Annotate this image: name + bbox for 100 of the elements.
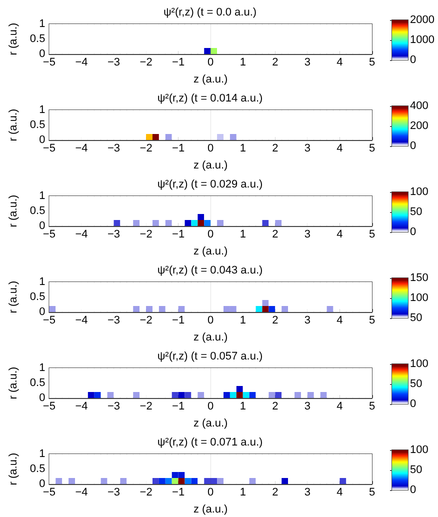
x-tick-label: −3: [107, 314, 120, 326]
x-tick-label: 2: [272, 142, 278, 154]
y-tick-label: 1: [39, 190, 46, 202]
x-tick-label: −1: [172, 142, 185, 154]
x-tick-label: −2: [140, 314, 152, 326]
x-tick-label: −2: [140, 142, 152, 154]
color-bar-label: 50: [410, 464, 422, 476]
x-tick-label: −4: [75, 56, 88, 68]
color-bar-label: 50: [410, 312, 422, 324]
chart-title: ψ²(r,z) (t = 0.014 a.u.): [157, 92, 263, 104]
x-tick-label: 1: [240, 486, 246, 498]
x-tick-label: −2: [140, 400, 152, 412]
y-tick-label: 0: [39, 134, 46, 146]
x-tick-label: −5: [42, 400, 56, 412]
chart-title: ψ²(r,z) (t = 0.057 a.u.): [157, 350, 263, 362]
x-axis-title: z (a.u.): [193, 332, 228, 344]
color-bar-label: 200: [410, 120, 428, 132]
x-tick-label: 2: [272, 486, 278, 498]
y-tick-label: 1: [39, 362, 46, 374]
x-tick-label: 0: [208, 56, 214, 68]
x-tick-label: −1: [172, 400, 185, 412]
x-tick-label: −4: [75, 400, 88, 412]
y-tick-label: 0.5: [30, 377, 46, 389]
x-tick-label: 3: [304, 314, 310, 326]
x-tick-label: 2: [272, 400, 278, 412]
y-axis-title: r (a.u.): [8, 108, 20, 142]
y-axis-title: r (a.u.): [8, 366, 20, 400]
x-tick-label: 0: [208, 314, 214, 326]
x-tick-label: −2: [140, 228, 152, 240]
y-tick-label: 0: [39, 306, 46, 318]
y-tick-label: 0: [39, 392, 46, 404]
x-tick-label: 4: [336, 56, 343, 68]
x-tick-label: −4: [75, 486, 88, 498]
x-tick-label: 3: [304, 486, 310, 498]
x-tick-label: 0: [208, 228, 214, 240]
y-tick-label: 1: [39, 448, 46, 460]
x-tick-label: −4: [75, 142, 88, 154]
x-tick-label: −5: [42, 142, 56, 154]
x-tick-label: 2: [272, 56, 278, 68]
x-tick-label: −4: [75, 228, 88, 240]
y-axis-title: r (a.u.): [8, 452, 20, 486]
x-tick-label: 5: [368, 314, 376, 326]
x-tick-label: −5: [42, 314, 56, 326]
y-tick-label: 0.5: [30, 33, 46, 45]
x-tick-label: −3: [107, 400, 120, 412]
chart-title: ψ²(r,z) (t = 0.043 a.u.): [157, 264, 263, 276]
x-axis-title: z (a.u.): [193, 504, 228, 516]
y-axis-title: r (a.u.): [8, 22, 20, 56]
x-tick-label: −1: [172, 228, 185, 240]
x-tick-label: 5: [368, 400, 376, 412]
color-bar-label: 150: [410, 272, 428, 284]
x-tick-label: −1: [172, 56, 185, 68]
x-tick-label: −4: [75, 314, 88, 326]
y-axis-title: r (a.u.): [8, 194, 20, 228]
x-tick-label: 5: [368, 56, 376, 68]
color-bar-label: 100: [410, 186, 428, 198]
x-axis-title: z (a.u.): [193, 418, 228, 430]
x-tick-label: 2: [272, 228, 278, 240]
color-bar-label: 50: [410, 378, 422, 390]
y-tick-label: 0: [39, 220, 46, 232]
x-tick-label: 4: [336, 314, 343, 326]
x-tick-label: −3: [107, 56, 120, 68]
x-tick-label: 0: [208, 142, 214, 154]
x-tick-label: 1: [240, 400, 246, 412]
x-tick-label: 2: [272, 314, 278, 326]
color-bar-label: 100: [410, 292, 428, 304]
y-tick-label: 0: [39, 48, 46, 60]
x-tick-label: −1: [172, 486, 185, 498]
x-tick-label: −3: [107, 142, 120, 154]
x-tick-label: 5: [368, 142, 376, 154]
x-tick-label: 1: [240, 142, 246, 154]
x-tick-label: 4: [336, 142, 343, 154]
x-tick-label: −3: [107, 486, 120, 498]
color-bar-label: 2000: [410, 14, 434, 26]
x-tick-label: −5: [42, 56, 56, 68]
y-tick-label: 0.5: [30, 291, 46, 303]
chart-title: ψ²(r,z) (t = 0.029 a.u.): [157, 178, 263, 190]
x-tick-label: 1: [240, 228, 246, 240]
color-bar-label: 100: [410, 444, 428, 456]
color-bar-label: 50: [410, 206, 422, 218]
x-tick-label: −1: [172, 314, 185, 326]
x-tick-label: −5: [42, 228, 56, 240]
x-tick-label: 4: [336, 486, 343, 498]
x-tick-label: 3: [304, 400, 310, 412]
x-tick-label: −5: [42, 486, 56, 498]
x-axis-title: z (a.u.): [193, 74, 228, 86]
x-tick-label: 5: [368, 486, 376, 498]
y-tick-label: 1: [39, 276, 46, 288]
x-tick-label: −2: [140, 486, 152, 498]
color-bar-label: 100: [410, 358, 428, 370]
x-tick-label: −3: [107, 228, 120, 240]
x-tick-label: 4: [336, 400, 343, 412]
chart-title: ψ²(r,z) (t = 0.0 a.u.): [163, 6, 257, 18]
x-tick-label: 3: [304, 228, 310, 240]
chart-title: ψ²(r,z) (t = 0.071 a.u.): [157, 436, 263, 448]
x-tick-label: 3: [304, 142, 310, 154]
x-tick-label: 0: [208, 400, 214, 412]
y-tick-label: 0: [39, 478, 46, 490]
color-bar-label: 400: [410, 100, 428, 112]
x-tick-label: 4: [336, 228, 343, 240]
